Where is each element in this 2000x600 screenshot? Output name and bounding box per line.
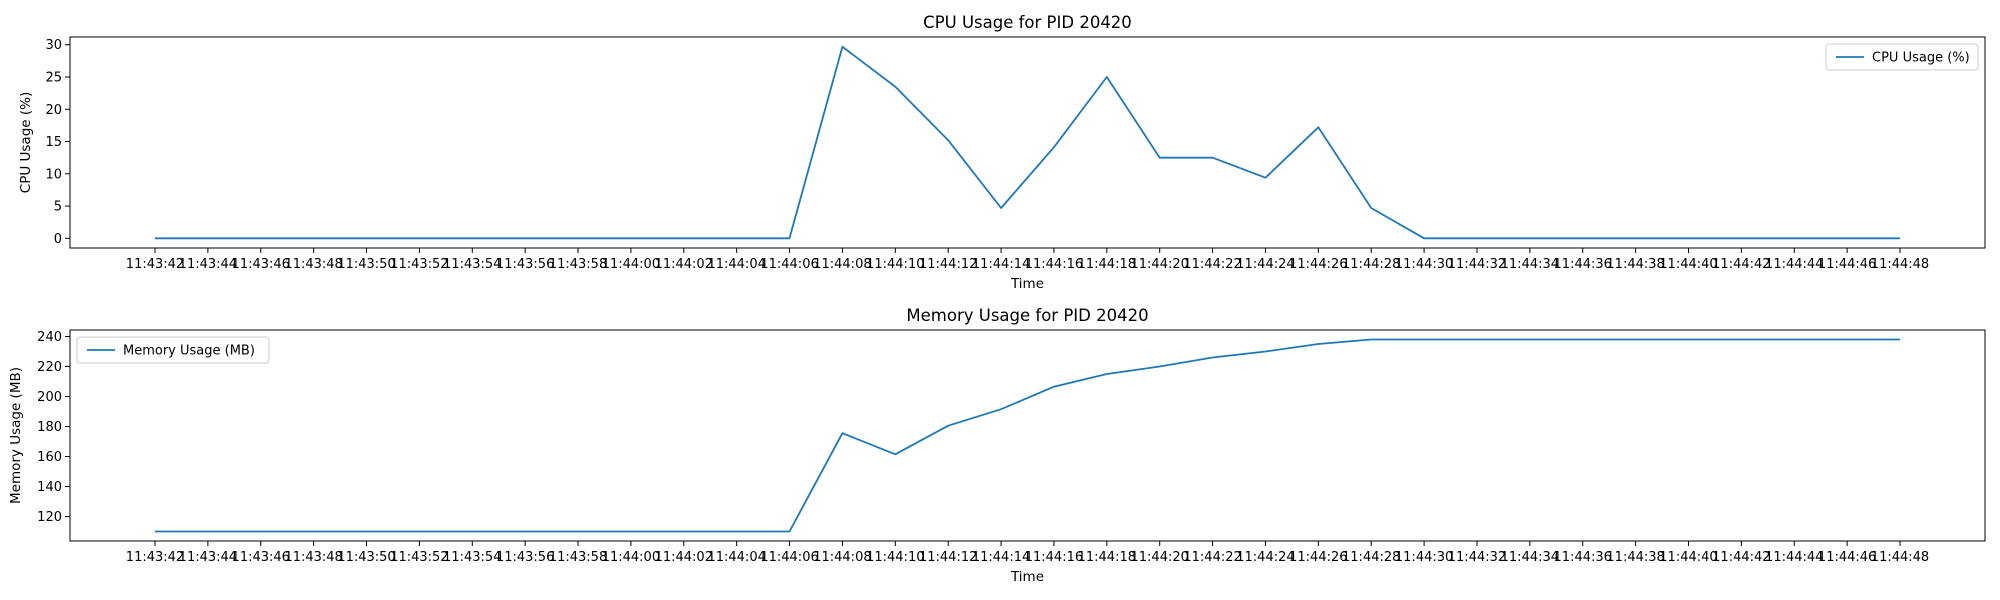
cpu-x-tick-label: 11:44:18 xyxy=(1078,257,1136,272)
cpu-x-tick-label: 11:44:30 xyxy=(1395,257,1453,272)
memory-x-tick-label: 11:44:46 xyxy=(1818,550,1876,565)
cpu-x-tick-label: 11:44:36 xyxy=(1554,257,1612,272)
cpu-y-tick-label: 15 xyxy=(45,135,62,150)
cpu-x-tick-label: 11:44:26 xyxy=(1289,257,1347,272)
memory-x-tick-label: 11:44:32 xyxy=(1448,550,1506,565)
cpu-x-tick-label: 11:44:00 xyxy=(602,257,660,272)
cpu-x-tick-label: 11:44:38 xyxy=(1606,257,1664,272)
cpu-y-tick-label: 30 xyxy=(45,38,62,53)
cpu-x-axis-label: Time xyxy=(1010,276,1044,292)
cpu-x-tick-label: 11:44:12 xyxy=(919,257,977,272)
cpu-x-tick-label: 11:44:48 xyxy=(1871,257,1929,272)
cpu-x-tick-label: 11:44:32 xyxy=(1448,257,1506,272)
memory-x-tick-label: 11:44:20 xyxy=(1131,550,1189,565)
memory-x-tick-label: 11:44:02 xyxy=(655,550,713,565)
cpu-x-tick-label: 11:44:20 xyxy=(1131,257,1189,272)
memory-x-tick-label: 11:43:54 xyxy=(443,550,501,565)
cpu-y-tick-label: 10 xyxy=(45,167,62,182)
cpu-x-tick-label: 11:44:14 xyxy=(972,257,1030,272)
cpu-x-tick-label: 11:44:24 xyxy=(1236,257,1294,272)
cpu-x-tick-label: 11:44:10 xyxy=(866,257,924,272)
memory-axes-frame xyxy=(69,329,1986,542)
memory-x-tick-label: 11:44:14 xyxy=(972,550,1030,565)
memory-x-tick-label: 11:44:04 xyxy=(707,550,765,565)
memory-y-tick-label: 140 xyxy=(37,480,62,495)
cpu-legend-box xyxy=(1825,43,1979,71)
memory-x-tick-label: 11:44:18 xyxy=(1078,550,1136,565)
memory-x-tick-label: 11:43:44 xyxy=(179,550,237,565)
memory-x-tick-label: 11:44:26 xyxy=(1289,550,1347,565)
memory-x-tick-label: 11:43:48 xyxy=(284,550,342,565)
memory-legend-label: Memory Usage (MB) xyxy=(123,344,255,359)
memory-x-tick-label: 11:43:42 xyxy=(126,550,184,565)
memory-x-tick-label: 11:44:38 xyxy=(1606,550,1664,565)
memory-x-tick-label: 11:44:28 xyxy=(1342,550,1400,565)
memory-y-tick-label: 220 xyxy=(37,360,62,375)
memory-x-tick-label: 11:44:10 xyxy=(866,550,924,565)
cpu-x-tick-label: 11:43:54 xyxy=(443,257,501,272)
memory-y-tick-label: 180 xyxy=(37,420,62,435)
cpu-x-tick-label: 11:44:08 xyxy=(813,257,871,272)
cpu-x-tick-label: 11:44:06 xyxy=(760,257,818,272)
memory-y-axis-label: Memory Usage (MB) xyxy=(8,367,24,504)
cpu-x-tick-label: 11:43:50 xyxy=(337,257,395,272)
cpu-legend-label: CPU Usage (%) xyxy=(1872,51,1970,66)
cpu-series-line xyxy=(155,45,1900,240)
memory-y-tick-label: 160 xyxy=(37,450,62,465)
cpu-y-tick-label: 25 xyxy=(45,71,62,86)
memory-series-line xyxy=(155,338,1900,533)
memory-y-tick-label: 200 xyxy=(37,390,62,405)
cpu-x-tick-label: 11:44:44 xyxy=(1765,257,1823,272)
memory-x-tick-label: 11:44:12 xyxy=(919,550,977,565)
memory-x-tick-label: 11:43:56 xyxy=(496,550,554,565)
memory-x-tick-label: 11:44:48 xyxy=(1871,550,1929,565)
memory-x-tick-label: 11:44:44 xyxy=(1765,550,1823,565)
cpu-x-tick-label: 11:44:42 xyxy=(1712,257,1770,272)
cpu-x-tick-label: 11:43:48 xyxy=(284,257,342,272)
memory-legend-box xyxy=(76,336,270,364)
memory-x-tick-label: 11:44:16 xyxy=(1025,550,1083,565)
memory-x-tick-label: 11:44:22 xyxy=(1183,550,1241,565)
cpu-y-tick-label: 0 xyxy=(54,232,62,247)
cpu-x-tick-label: 11:44:46 xyxy=(1818,257,1876,272)
cpu-x-tick-label: 11:43:42 xyxy=(126,257,184,272)
cpu-chart-title: CPU Usage for PID 20420 xyxy=(923,13,1132,32)
cpu-x-tick-label: 11:44:28 xyxy=(1342,257,1400,272)
cpu-x-tick-label: 11:44:34 xyxy=(1501,257,1559,272)
memory-x-tick-label: 11:44:08 xyxy=(813,550,871,565)
memory-x-tick-label: 11:44:42 xyxy=(1712,550,1770,565)
memory-x-tick-label: 11:43:58 xyxy=(549,550,607,565)
cpu-x-tick-label: 11:44:04 xyxy=(707,257,765,272)
memory-x-tick-label: 11:44:00 xyxy=(602,550,660,565)
cpu-x-tick-label: 11:43:56 xyxy=(496,257,554,272)
cpu-x-tick-label: 11:44:16 xyxy=(1025,257,1083,272)
memory-chart-title: Memory Usage for PID 20420 xyxy=(906,306,1148,325)
memory-x-tick-label: 11:44:06 xyxy=(760,550,818,565)
cpu-x-tick-label: 11:43:46 xyxy=(232,257,290,272)
cpu-y-tick-label: 5 xyxy=(54,200,62,215)
memory-x-tick-label: 11:44:36 xyxy=(1554,550,1612,565)
cpu-x-tick-label: 11:44:22 xyxy=(1183,257,1241,272)
cpu-x-tick-label: 11:43:58 xyxy=(549,257,607,272)
memory-y-tick-label: 120 xyxy=(37,510,62,525)
memory-x-axis-label: Time xyxy=(1010,569,1044,585)
cpu-x-tick-label: 11:44:40 xyxy=(1659,257,1717,272)
memory-x-tick-label: 11:43:52 xyxy=(390,550,448,565)
memory-y-tick-label: 240 xyxy=(37,330,62,345)
cpu-x-tick-label: 11:43:52 xyxy=(390,257,448,272)
memory-x-tick-label: 11:44:24 xyxy=(1236,550,1294,565)
cpu-y-axis-label: CPU Usage (%) xyxy=(18,92,34,193)
memory-x-tick-label: 11:44:34 xyxy=(1501,550,1559,565)
memory-x-tick-label: 11:44:30 xyxy=(1395,550,1453,565)
cpu-x-tick-label: 11:44:02 xyxy=(655,257,713,272)
memory-x-tick-label: 11:43:50 xyxy=(337,550,395,565)
cpu-axes-frame xyxy=(69,36,1986,249)
cpu-x-tick-label: 11:43:44 xyxy=(179,257,237,272)
cpu-y-tick-label: 20 xyxy=(45,103,62,118)
memory-x-tick-label: 11:44:40 xyxy=(1659,550,1717,565)
memory-x-tick-label: 11:43:46 xyxy=(232,550,290,565)
